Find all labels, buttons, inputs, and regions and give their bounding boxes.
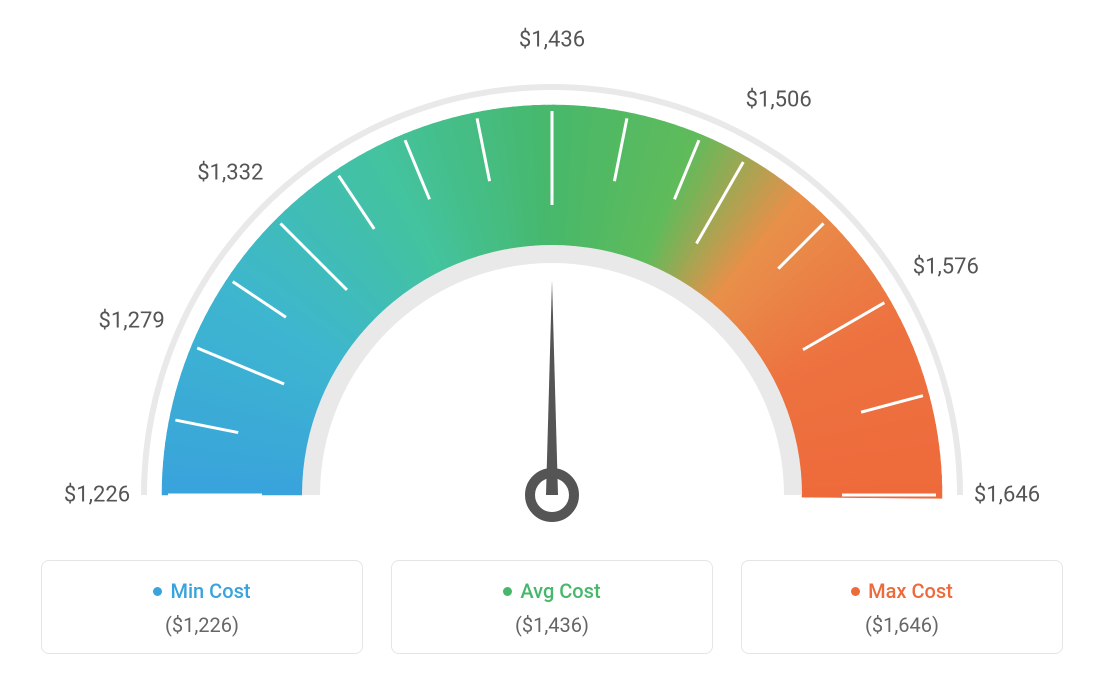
- legend-label: Max Cost: [868, 579, 953, 603]
- legend-value: ($1,646): [742, 613, 1062, 637]
- legend-dot: [851, 587, 860, 596]
- legend-value: ($1,436): [392, 613, 712, 637]
- gauge-tick-label: $1,332: [197, 161, 263, 186]
- gauge-tick-label: $1,506: [746, 88, 812, 113]
- legend-title: Min Cost: [42, 579, 362, 603]
- legend-card: Max Cost ($1,646): [741, 560, 1063, 654]
- legend-row: Min Cost ($1,226) Avg Cost ($1,436) Max Cost…: [0, 560, 1104, 654]
- gauge-tick-label: $1,646: [974, 483, 1040, 508]
- legend-title: Max Cost: [742, 579, 1062, 603]
- legend-value: ($1,226): [42, 613, 362, 637]
- gauge-svg: [0, 0, 1104, 560]
- legend-card: Min Cost ($1,226): [41, 560, 363, 654]
- legend-title: Avg Cost: [392, 579, 712, 603]
- gauge-tick-label: $1,436: [519, 28, 585, 53]
- legend-card: Avg Cost ($1,436): [391, 560, 713, 654]
- gauge-area: $1,226 $1,279 $1,332 $1,436 $1,506 $1,576 $1,6…: [0, 0, 1104, 560]
- legend-dot: [503, 587, 512, 596]
- legend-label: Avg Cost: [520, 579, 600, 603]
- gauge-tick-label: $1,226: [64, 483, 130, 508]
- gauge-chart-container: $1,226 $1,279 $1,332 $1,436 $1,506 $1,576 $1,6…: [0, 0, 1104, 690]
- legend-dot: [153, 587, 162, 596]
- legend-label: Min Cost: [170, 579, 250, 603]
- gauge-tick-label: $1,576: [913, 255, 979, 280]
- gauge-needle: [546, 280, 558, 495]
- gauge-tick-label: $1,279: [99, 308, 165, 333]
